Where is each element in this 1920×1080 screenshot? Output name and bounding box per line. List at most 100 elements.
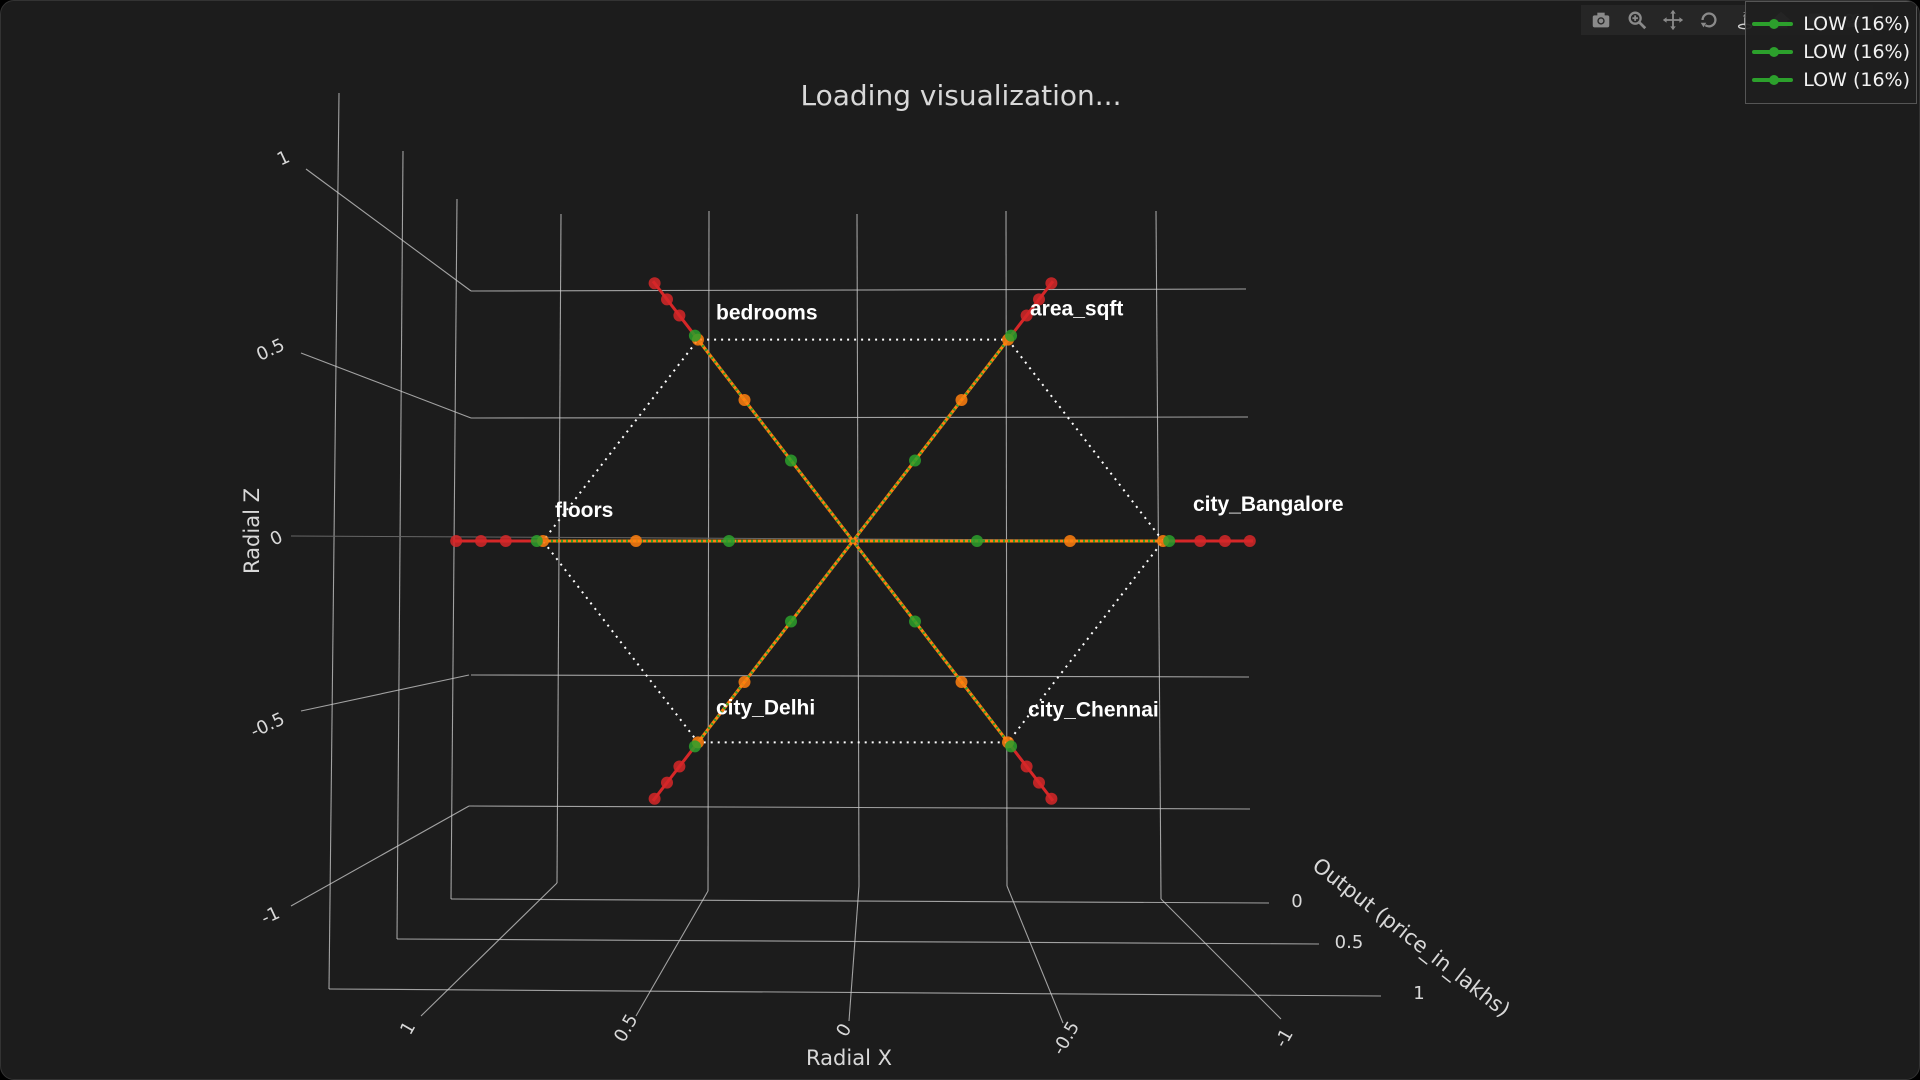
grid-line bbox=[328, 92, 340, 990]
grid-line bbox=[556, 213, 562, 884]
data-point bbox=[673, 760, 686, 773]
data-point bbox=[1194, 535, 1207, 547]
legend-swatch bbox=[1752, 47, 1794, 57]
legend-item[interactable]: LOW (16%) bbox=[1752, 10, 1910, 38]
data-point bbox=[1219, 535, 1231, 547]
data-point bbox=[475, 535, 487, 547]
y-tick-label: 1 bbox=[1413, 983, 1424, 1004]
grid-line bbox=[635, 890, 709, 1017]
legend-swatch bbox=[1752, 75, 1794, 85]
data-point bbox=[648, 792, 661, 805]
data-point bbox=[955, 394, 968, 407]
data-point bbox=[1064, 535, 1076, 547]
z-tick-label: 0 bbox=[267, 526, 286, 550]
grid-line bbox=[1006, 885, 1064, 1024]
plot-title: Loading visualization... bbox=[800, 79, 1122, 112]
y-tick-label: 0.5 bbox=[1335, 932, 1364, 953]
data-point bbox=[1005, 329, 1018, 342]
grid-line bbox=[420, 882, 558, 1017]
pan-icon[interactable] bbox=[1659, 6, 1687, 34]
legend-label: LOW (16%) bbox=[1803, 69, 1910, 91]
data-point bbox=[530, 535, 543, 547]
feature-label: city_Bangalore bbox=[1193, 493, 1344, 516]
x-axis-title: Radial X bbox=[806, 1046, 892, 1070]
data-point bbox=[688, 329, 701, 342]
spoke-line-low bbox=[698, 540, 854, 742]
data-point bbox=[785, 454, 797, 467]
zoom-icon[interactable] bbox=[1623, 6, 1651, 34]
grid-line bbox=[470, 288, 1247, 292]
data-point bbox=[499, 535, 512, 547]
z-tick-label: -1 bbox=[258, 902, 283, 929]
data-point bbox=[1243, 535, 1256, 547]
grid-line bbox=[396, 938, 1320, 945]
grid-line bbox=[848, 885, 860, 1022]
feature-label: city_Delhi bbox=[716, 696, 815, 719]
x-tick-label: 0.5 bbox=[610, 1011, 643, 1046]
grid-line bbox=[290, 805, 470, 907]
x-tick-label: -1 bbox=[1271, 1025, 1298, 1051]
data-point bbox=[450, 535, 463, 547]
legend-item[interactable]: LOW (16%) bbox=[1752, 38, 1910, 66]
z-tick-label: -0.5 bbox=[247, 708, 288, 742]
legend: LOW (16%) LOW (16%) LOW (16%) bbox=[1745, 1, 1917, 104]
legend-label: LOW (16%) bbox=[1803, 13, 1910, 35]
data-point bbox=[648, 277, 661, 290]
data-point bbox=[955, 675, 968, 688]
data-point bbox=[1033, 776, 1045, 789]
data-point bbox=[909, 454, 921, 467]
data-point bbox=[661, 293, 673, 306]
feature-label: floors bbox=[555, 499, 613, 522]
data-point bbox=[1045, 792, 1058, 805]
x-tick-label: -0.5 bbox=[1048, 1018, 1084, 1059]
axis-ticks: 1 0.5 0 -0.5 -1 1 0.5 0 -0.5 -1 0 0.5 1 bbox=[247, 146, 1424, 1058]
data-point bbox=[738, 675, 751, 688]
data-point bbox=[661, 776, 673, 789]
spoke-line-low bbox=[852, 340, 1008, 542]
grid-line bbox=[468, 805, 1251, 810]
data-point bbox=[1163, 535, 1176, 547]
grid-line bbox=[856, 213, 860, 887]
grid-line bbox=[300, 352, 472, 419]
data-point bbox=[785, 615, 797, 628]
data-point bbox=[909, 615, 921, 628]
orbit-icon[interactable] bbox=[1695, 6, 1723, 34]
camera-icon[interactable] bbox=[1587, 6, 1615, 34]
data-point bbox=[738, 394, 751, 407]
x-tick-label: 0 bbox=[832, 1020, 856, 1040]
feature-label: city_Chennai bbox=[1028, 698, 1159, 721]
spoke-line-low bbox=[852, 540, 1008, 742]
data-point bbox=[1020, 309, 1033, 322]
axis-titles: Radial X Radial Z Output (price_in_lakhs… bbox=[240, 488, 1515, 1070]
grid-line bbox=[1160, 898, 1282, 1020]
data-point bbox=[1005, 740, 1018, 753]
legend-label: LOW (16%) bbox=[1803, 41, 1910, 63]
grid-lines bbox=[290, 92, 1382, 1024]
data-point bbox=[630, 535, 642, 547]
data-point bbox=[673, 309, 686, 322]
grid-line bbox=[305, 168, 472, 292]
grid-line bbox=[1005, 210, 1008, 887]
grid-line bbox=[450, 198, 458, 900]
spoke-line-low bbox=[698, 340, 854, 542]
grid-line bbox=[707, 210, 710, 892]
data-point bbox=[1045, 277, 1058, 290]
y-tick-label: 0 bbox=[1291, 891, 1302, 912]
grid-line bbox=[450, 898, 1270, 904]
data-spokes bbox=[450, 277, 1256, 805]
grid-line bbox=[396, 150, 404, 940]
grid-line bbox=[328, 988, 1382, 997]
legend-swatch bbox=[1752, 19, 1794, 29]
feature-label: area_sqft bbox=[1030, 298, 1123, 321]
legend-item[interactable]: LOW (16%) bbox=[1752, 66, 1910, 94]
grid-line bbox=[470, 674, 1250, 678]
z-axis-title: Radial Z bbox=[240, 488, 264, 574]
grid-line bbox=[470, 416, 1249, 419]
feature-label: bedrooms bbox=[716, 302, 818, 325]
data-point bbox=[1020, 760, 1033, 773]
data-point bbox=[688, 740, 701, 753]
grid-line bbox=[1155, 210, 1162, 900]
x-tick-label: 1 bbox=[396, 1018, 420, 1038]
